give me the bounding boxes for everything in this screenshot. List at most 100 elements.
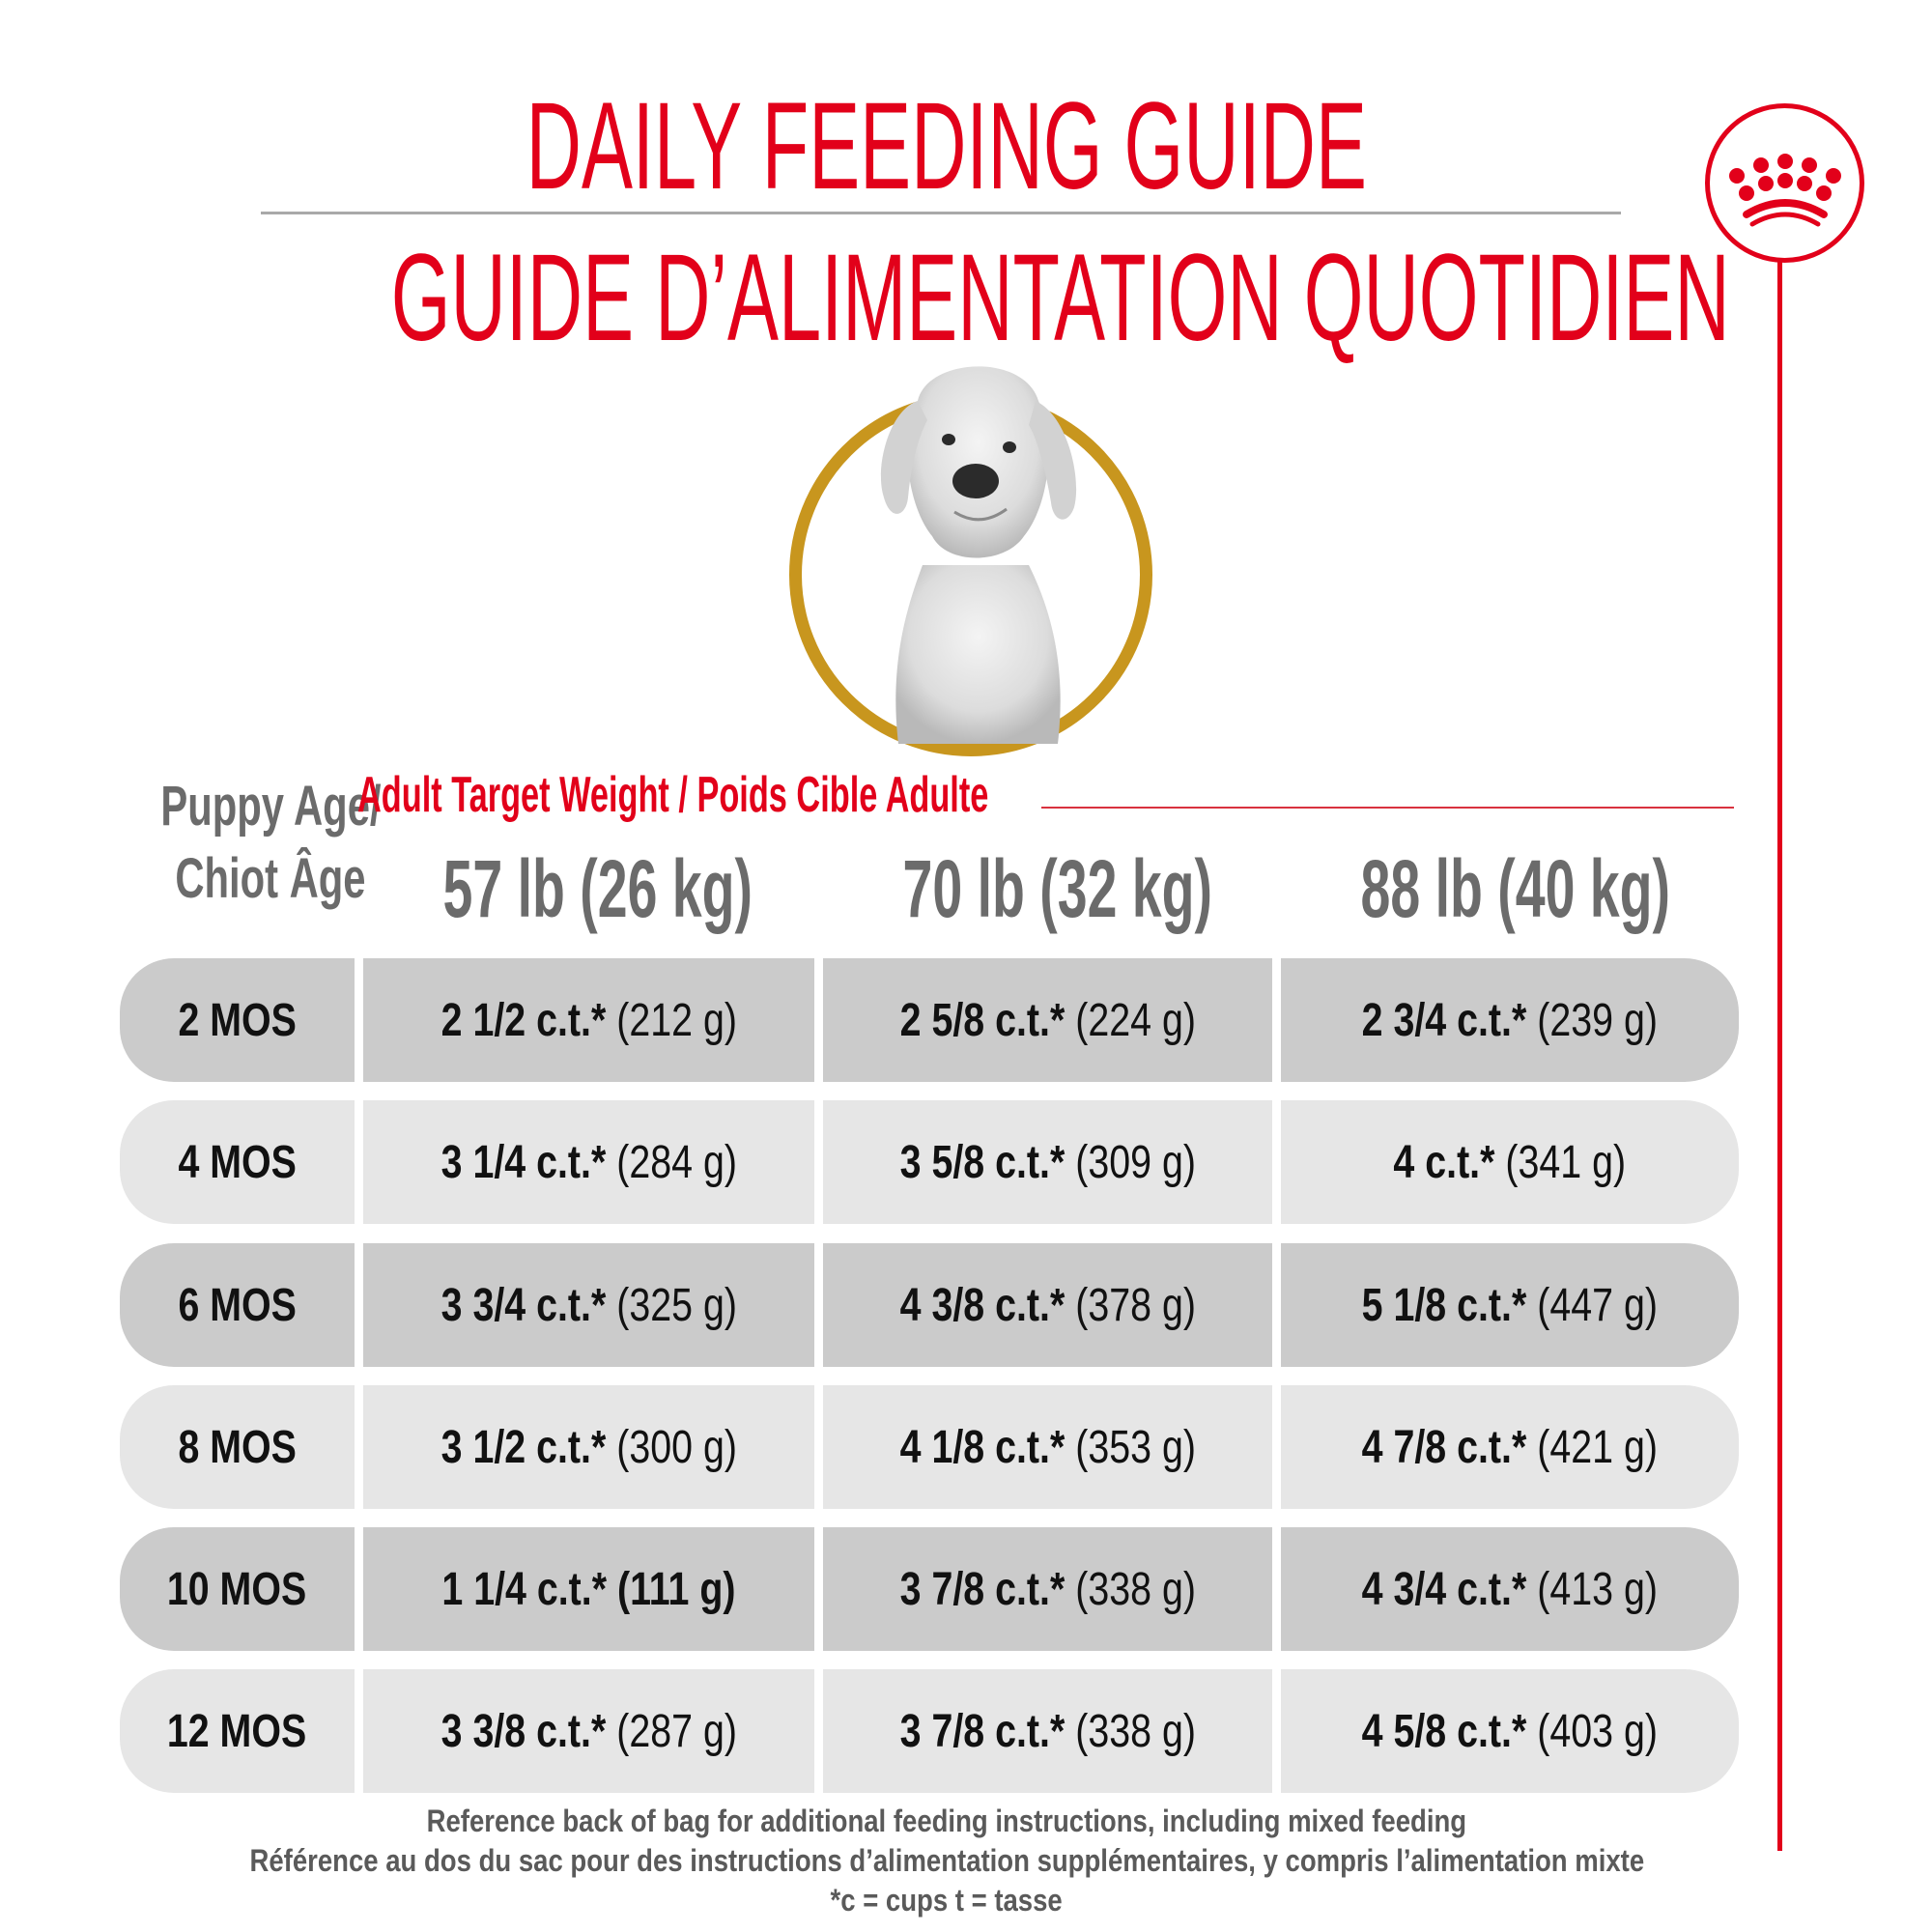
target-weight-label: Adult Target Weight / Poids Cible Adulte <box>357 768 1053 822</box>
feeding-cell: 2 5/8 c.t.* (224 g) <box>823 958 1272 1082</box>
weight-column-header-text: 88 lb (40 kg) <box>1360 843 1670 934</box>
target-weight-label-text: Adult Target Weight / Poids Cible Adulte <box>357 767 989 823</box>
title-french: GUIDE D’ALIMENTATION QUOTIDIEN <box>0 237 1913 360</box>
feeding-amount: 4 1/8 c.t.* (353 g) <box>899 1421 1195 1474</box>
age-header-line1-text: Puppy Age/ <box>159 775 382 838</box>
feeding-cell: 1 1/4 c.t.* (111 g) <box>363 1527 814 1651</box>
feeding-amount: 2 5/8 c.t.* (224 g) <box>899 994 1195 1047</box>
cups-value: 2 3/4 c.t.* <box>1361 994 1527 1046</box>
footer-note-english: Reference back of bag for additional fee… <box>0 1803 1913 1839</box>
cups-value: 4 7/8 c.t.* <box>1361 1421 1527 1473</box>
cups-value: 4 1/8 c.t.* <box>899 1421 1065 1473</box>
title-english-text: DAILY FEEDING GUIDE <box>526 77 1368 215</box>
cups-value: 4 3/4 c.t.* <box>1361 1563 1527 1615</box>
feeding-amount: 3 7/8 c.t.* (338 g) <box>899 1705 1195 1758</box>
feeding-amount: 2 1/2 c.t.* (212 g) <box>440 994 736 1047</box>
table-row: 4 MOS 3 1/4 c.t.* (284 g) 3 5/8 c.t.* (3… <box>120 1100 1739 1224</box>
age-cell-text: 12 MOS <box>167 1705 307 1757</box>
feeding-amount: 3 1/2 c.t.* (300 g) <box>440 1421 736 1474</box>
feeding-amount: 4 3/4 c.t.* (413 g) <box>1362 1563 1658 1616</box>
cups-value: 1 1/4 c.t.* <box>441 1563 608 1615</box>
feeding-cell: 3 5/8 c.t.* (309 g) <box>823 1100 1272 1224</box>
cups-value: 2 5/8 c.t.* <box>899 994 1065 1046</box>
weight-column-header: 57 lb (26 kg) <box>363 845 814 932</box>
cups-value: 4 3/8 c.t.* <box>899 1279 1065 1331</box>
grams-value: (325 g) <box>615 1279 737 1331</box>
footer-note-french: Référence au dos du sac pour des instruc… <box>0 1842 1913 1879</box>
grams-value: (413 g) <box>1537 1563 1659 1615</box>
age-cell-text: 6 MOS <box>178 1279 297 1331</box>
feeding-amount: 1 1/4 c.t.* (111 g) <box>441 1563 735 1616</box>
grams-value: (378 g) <box>1074 1279 1196 1331</box>
grams-value: (284 g) <box>615 1136 737 1188</box>
feeding-amount: 5 1/8 c.t.* (447 g) <box>1362 1279 1658 1332</box>
feeding-amount: 3 5/8 c.t.* (309 g) <box>899 1136 1195 1189</box>
footer-unit-legend: *c = cups t = tasse <box>0 1882 1913 1918</box>
cups-value: 5 1/8 c.t.* <box>1361 1279 1527 1331</box>
feeding-cell: 2 3/4 c.t.* (239 g) <box>1281 958 1739 1082</box>
grams-value: (338 g) <box>1074 1563 1196 1615</box>
age-header-line2: Chiot Âge <box>97 850 444 908</box>
title-divider <box>261 212 1621 214</box>
feeding-amount: 4 3/8 c.t.* (378 g) <box>899 1279 1195 1332</box>
footer-note-english-text: Reference back of bag for additional fee… <box>426 1804 1467 1838</box>
feeding-cell: 3 3/4 c.t.* (325 g) <box>363 1243 814 1367</box>
feeding-cell: 4 c.t.* (341 g) <box>1281 1100 1739 1224</box>
age-cell-text: 4 MOS <box>178 1136 297 1188</box>
age-cell: 8 MOS <box>120 1385 355 1509</box>
grams-value: (212 g) <box>615 994 737 1046</box>
age-cell: 4 MOS <box>120 1100 355 1224</box>
age-cell-text: 10 MOS <box>167 1563 307 1615</box>
table-row: 12 MOS 3 3/8 c.t.* (287 g) 3 7/8 c.t.* (… <box>120 1669 1739 1793</box>
feeding-amount: 3 1/4 c.t.* (284 g) <box>440 1136 736 1189</box>
feeding-cell: 3 3/8 c.t.* (287 g) <box>363 1669 814 1793</box>
grams-value: (287 g) <box>615 1705 737 1757</box>
brand-logo <box>1705 103 1864 263</box>
cups-value: 3 1/4 c.t.* <box>440 1136 607 1188</box>
grams-value: (224 g) <box>1074 994 1196 1046</box>
weight-column-header: 88 lb (40 kg) <box>1281 845 1739 932</box>
weight-column-header: 70 lb (32 kg) <box>823 845 1272 932</box>
weight-column-header-text: 57 lb (26 kg) <box>442 843 753 934</box>
feeding-amount: 4 7/8 c.t.* (421 g) <box>1362 1421 1658 1474</box>
feeding-amount: 4 c.t.* (341 g) <box>1394 1136 1627 1189</box>
age-header-line2-text: Chiot Âge <box>175 847 366 910</box>
weight-column-header-text: 70 lb (32 kg) <box>902 843 1212 934</box>
feeding-cell: 2 1/2 c.t.* (212 g) <box>363 958 814 1082</box>
grams-value: (421 g) <box>1537 1421 1659 1473</box>
crown-icon <box>1729 154 1841 227</box>
grams-value: (239 g) <box>1537 994 1659 1046</box>
feeding-cell: 4 3/8 c.t.* (378 g) <box>823 1243 1272 1367</box>
feeding-cell: 5 1/8 c.t.* (447 g) <box>1281 1243 1739 1367</box>
grams-value: (309 g) <box>1074 1136 1196 1188</box>
cups-value: 3 7/8 c.t.* <box>899 1705 1065 1757</box>
feeding-cell: 4 7/8 c.t.* (421 g) <box>1281 1385 1739 1509</box>
feeding-cell: 4 1/8 c.t.* (353 g) <box>823 1385 1272 1509</box>
feeding-amount: 4 5/8 c.t.* (403 g) <box>1362 1705 1658 1758</box>
grams-value: (338 g) <box>1074 1705 1196 1757</box>
table-row: 8 MOS 3 1/2 c.t.* (300 g) 4 1/8 c.t.* (3… <box>120 1385 1739 1509</box>
title-french-text: GUIDE D’ALIMENTATION QUOTIDIEN <box>390 229 1730 367</box>
feeding-cell: 3 1/4 c.t.* (284 g) <box>363 1100 814 1224</box>
cups-value: 3 3/4 c.t.* <box>440 1279 607 1331</box>
puppy-photo <box>880 366 1077 744</box>
feeding-cell: 4 3/4 c.t.* (413 g) <box>1281 1527 1739 1651</box>
table-row: 2 MOS 2 1/2 c.t.* (212 g) 2 5/8 c.t.* (2… <box>120 958 1739 1082</box>
footer-note-french-text: Référence au dos du sac pour des instruc… <box>249 1843 1644 1878</box>
cups-value: 2 1/2 c.t.* <box>440 994 607 1046</box>
feeding-cell: 3 1/2 c.t.* (300 g) <box>363 1385 814 1509</box>
cups-value: 3 7/8 c.t.* <box>899 1563 1065 1615</box>
age-cell-text: 8 MOS <box>178 1421 297 1473</box>
age-cell: 12 MOS <box>120 1669 355 1793</box>
feeding-amount: 2 3/4 c.t.* (239 g) <box>1362 994 1658 1047</box>
table-row: 10 MOS 1 1/4 c.t.* (111 g) 3 7/8 c.t.* (… <box>120 1527 1739 1651</box>
feeding-amount: 3 3/4 c.t.* (325 g) <box>440 1279 736 1332</box>
age-cell: 10 MOS <box>120 1527 355 1651</box>
grams-value: (447 g) <box>1537 1279 1659 1331</box>
grams-value: (341 g) <box>1505 1136 1627 1188</box>
feeding-amount: 3 3/8 c.t.* (287 g) <box>440 1705 736 1758</box>
age-header-line1: Puppy Age/ <box>97 778 444 836</box>
feeding-cell: 3 7/8 c.t.* (338 g) <box>823 1669 1272 1793</box>
logo-stem-line <box>1777 261 1782 1851</box>
title-english: DAILY FEEDING GUIDE <box>0 85 1913 209</box>
